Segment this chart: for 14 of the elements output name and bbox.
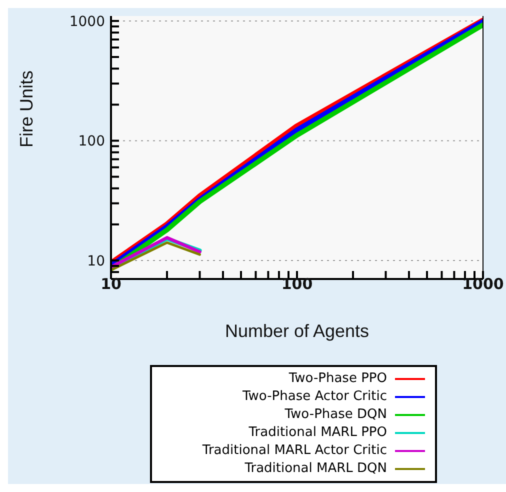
legend-label: Traditional MARL Actor Critic: [202, 442, 387, 460]
x-tick-label: 10: [100, 275, 122, 293]
legend-label: Traditional MARL PPO: [248, 424, 387, 442]
legend-label: Two-Phase PPO: [288, 370, 387, 388]
x-tick-label: 1000: [462, 275, 504, 293]
y-tick-label: 10: [87, 253, 105, 270]
y-tick-label: 100: [78, 134, 105, 150]
y-axis-title: Fire Units: [16, 70, 36, 148]
x-tick-label: 100: [281, 275, 313, 293]
x-axis-title: Number of Agents: [224, 320, 370, 341]
legend-label: Two-Phase DQN: [284, 406, 387, 424]
legend-label: Two-Phase Actor Critic: [242, 388, 387, 406]
y-tick-label: 1000: [69, 14, 105, 30]
legend-label: Traditional MARL DQN: [244, 460, 387, 478]
